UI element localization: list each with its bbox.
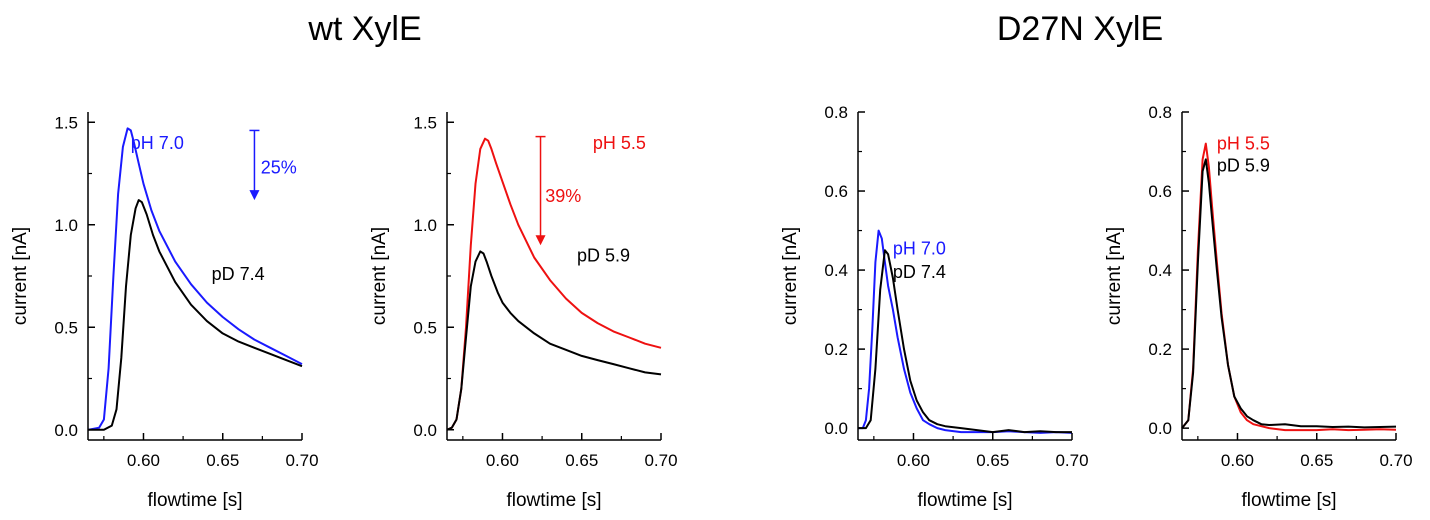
y-tick-label: 0.0	[1148, 419, 1172, 438]
x-tick-label: 0.65	[206, 451, 239, 470]
x-tick-label: 0.70	[644, 451, 677, 470]
x-tick-label: 0.60	[897, 451, 930, 470]
y-tick-label: 0.0	[824, 419, 848, 438]
y-tick-label: 0.5	[54, 318, 78, 337]
y-tick-label: 0.8	[824, 103, 848, 122]
y-tick-label: 0.4	[824, 261, 848, 280]
annotation-label-0: pH 7.0	[131, 133, 184, 153]
annotation-label-1: 39%	[545, 186, 581, 206]
x-tick-label: 0.70	[1055, 451, 1088, 470]
y-tick-label: 1.0	[413, 216, 437, 235]
x-tick-label: 0.65	[976, 451, 1009, 470]
y-axis-label: current [nA]	[10, 227, 31, 325]
y-tick-label: 0.6	[824, 182, 848, 201]
annotation-label-2: pD 5.9	[577, 246, 630, 266]
annotation-label-0: pH 5.5	[1217, 134, 1270, 154]
x-tick-label: 0.65	[1300, 451, 1333, 470]
chart-panel-d27n-ph7: 0.0 0.2 0.4 0.6 0.8 0.60 0.65 0.70 flowtime [s] c…	[780, 103, 1089, 511]
y-tick-label: 1.5	[413, 113, 437, 132]
y-tick-label: 1.5	[54, 113, 78, 132]
annotation-label-2: 25%	[261, 157, 297, 177]
annotation-label-1: pD 5.9	[1217, 155, 1270, 175]
arrow-head	[249, 190, 260, 201]
chart-panel-d27n-ph55: 0.0 0.2 0.4 0.6 0.8 0.60 0.65 0.70 flowtime [s] c…	[1104, 103, 1413, 511]
y-axis-label: current [nA]	[1104, 227, 1125, 325]
y-tick-label: 0.0	[54, 421, 78, 440]
y-axis-label: current [nA]	[369, 227, 390, 325]
x-tick-label: 0.60	[486, 451, 519, 470]
x-tick-label: 0.60	[1221, 451, 1254, 470]
series-line-d27n-ph55-1	[1181, 158, 1397, 429]
x-axis-label: flowtime [s]	[917, 490, 1012, 511]
series-line-wt-ph55-1	[446, 250, 662, 431]
x-tick-label: 0.70	[285, 451, 318, 470]
y-tick-label: 1.0	[54, 216, 78, 235]
heading-d27n-xyle: D27N XylE	[996, 10, 1164, 48]
series-line-wt-ph55-0	[446, 137, 662, 431]
chart-panel-wt-ph7: 0.0 0.5 1.0 1.5 0.60 0.65 0.70 flowtime [s] curr…	[10, 112, 319, 511]
x-tick-label: 0.60	[127, 451, 160, 470]
x-tick-label: 0.65	[565, 451, 598, 470]
arrow-head	[535, 235, 546, 246]
x-axis-label: flowtime [s]	[1241, 490, 1336, 511]
y-tick-label: 0.5	[413, 318, 437, 337]
x-axis-label: flowtime [s]	[506, 490, 601, 511]
y-tick-label: 0.2	[1148, 340, 1172, 359]
series-line-wt-ph7-1	[88, 199, 303, 431]
y-axis-label: current [nA]	[780, 227, 801, 325]
y-tick-label: 0.0	[413, 421, 437, 440]
annotation-label-1: pD 7.4	[893, 262, 946, 282]
series-line-d27n-ph7-1	[858, 249, 1072, 434]
series-line-d27n-ph55-0	[1181, 142, 1397, 432]
annotation-label-0: pH 5.5	[593, 133, 646, 153]
annotation-label-1: pD 7.4	[212, 264, 265, 284]
chart-panel-wt-ph55: 0.0 0.5 1.0 1.5 0.60 0.65 0.70 flowtime [s] curr…	[369, 112, 678, 511]
y-tick-label: 0.2	[824, 340, 848, 359]
y-tick-label: 0.8	[1148, 103, 1172, 122]
series-line-wt-ph7-0	[87, 127, 303, 431]
annotation-label-0: pH 7.0	[893, 238, 946, 258]
x-tick-label: 0.70	[1379, 451, 1412, 470]
x-axis-label: flowtime [s]	[147, 490, 242, 511]
y-tick-label: 0.6	[1148, 182, 1172, 201]
y-tick-label: 0.4	[1148, 261, 1172, 280]
heading-wt-xyle: wt XylE	[308, 10, 422, 48]
